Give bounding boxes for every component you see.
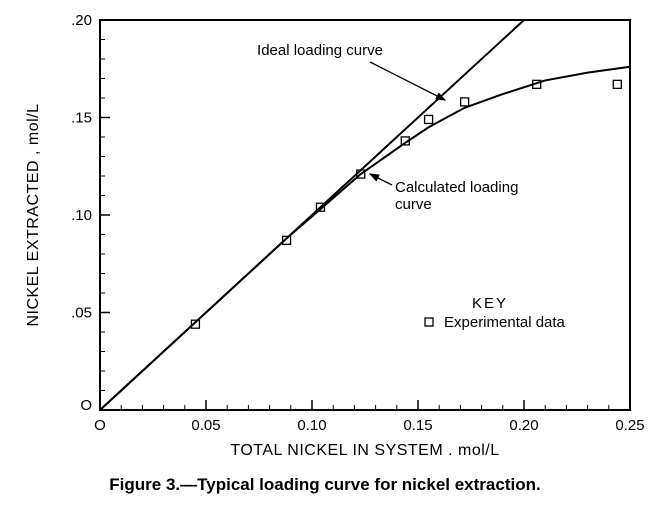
x-tick-label: 0.15 — [403, 417, 432, 434]
ideal-line-label: Ideal loading curve — [257, 42, 383, 59]
y-tick-label: .10 — [71, 207, 92, 224]
y-axis-label: NICKEL EXTRACTED , mol/L — [25, 103, 42, 326]
legend-item-label: Experimental data — [444, 314, 566, 331]
y-tick-label: .15 — [71, 110, 92, 127]
chart-svg: O 0.05 0.10 0.15 0.20 0.25 O .05 .10 .15 .20 TOTAL … — [0, 0, 650, 455]
figure-container: O 0.05 0.10 0.15 0.20 0.25 O .05 .10 .15 .20 TOTAL … — [0, 0, 650, 510]
figure-caption: Figure 3.—Typical loading curve for nick… — [0, 475, 650, 495]
legend-title: KEY — [472, 295, 508, 312]
y-tick-label: O — [80, 397, 92, 414]
x-tick-label: O — [94, 417, 106, 434]
x-tick-label: 0.20 — [509, 417, 538, 434]
x-axis-label: TOTAL NICKEL IN SYSTEM , mol/L — [230, 442, 499, 455]
calculated-line-label: Calculated loading — [395, 179, 518, 196]
x-tick-label: 0.05 — [191, 417, 220, 434]
calculated-line-label: curve — [395, 196, 432, 213]
y-tick-label: .20 — [71, 12, 92, 29]
x-tick-label: 0.10 — [297, 417, 326, 434]
y-tick-label: .05 — [71, 305, 92, 322]
x-tick-label: 0.25 — [615, 417, 644, 434]
